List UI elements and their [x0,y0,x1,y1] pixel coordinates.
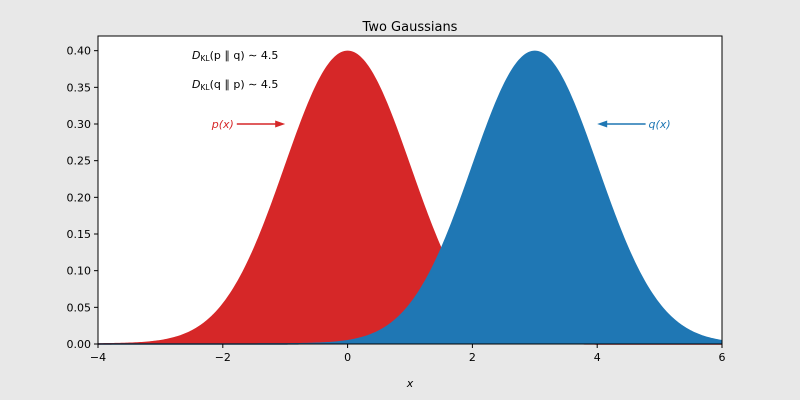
annotation-1-label: q(x) [649,118,671,131]
kl-subscript: KL [200,54,210,63]
x-tick-label: 2 [469,351,476,364]
axes-frame [97,35,723,345]
y-tick-label: 0.15 [67,228,92,241]
kl-symbol: D [192,49,200,62]
x-tick-label: 4 [594,351,601,364]
y-tick-label: 0.25 [67,155,92,168]
kl-divergence-qp: DKL(q ∥ p) ∼ 4.5 [192,78,278,92]
y-axis-ticks: 0.00 0.05 0.10 0.15 0.20 0.25 0.30 0.35 0.40 [67,45,98,351]
x-axis-ticks: −4 −2 0 2 4 6 [90,344,726,364]
x-tick-label: 6 [719,351,726,364]
x-tick-label: 0 [344,351,351,364]
annotation-0-label: p(x) [211,118,234,131]
annotation-1-arrow-head [597,120,608,128]
annotation-0-arrow-head [275,120,286,128]
kl-args: (p ∥ q) ∼ 4.5 [210,49,279,62]
y-tick-label: 0.20 [67,191,92,204]
x-tick-label: −2 [215,351,231,364]
kl-symbol: D [192,78,200,91]
series-1-area [98,51,722,344]
y-tick-label: 0.00 [67,338,92,351]
y-tick-label: 0.10 [67,265,92,278]
kl-divergence-pq: DKL(p ∥ q) ∼ 4.5 [192,49,278,63]
y-tick-label: 0.05 [67,301,92,314]
y-tick-label: 0.30 [67,118,92,131]
x-tick-label: −4 [90,351,106,364]
x-axis-label: x [406,377,414,390]
kl-subscript: KL [200,83,210,92]
series-0-area [98,51,722,344]
kl-args: (q ∥ p) ∼ 4.5 [210,78,279,91]
annotations-layer: p(x) q(x) [211,118,671,131]
y-tick-label: 0.35 [67,81,92,94]
chart-title: Two Gaussians [362,20,458,35]
y-tick-label: 0.40 [67,45,92,58]
